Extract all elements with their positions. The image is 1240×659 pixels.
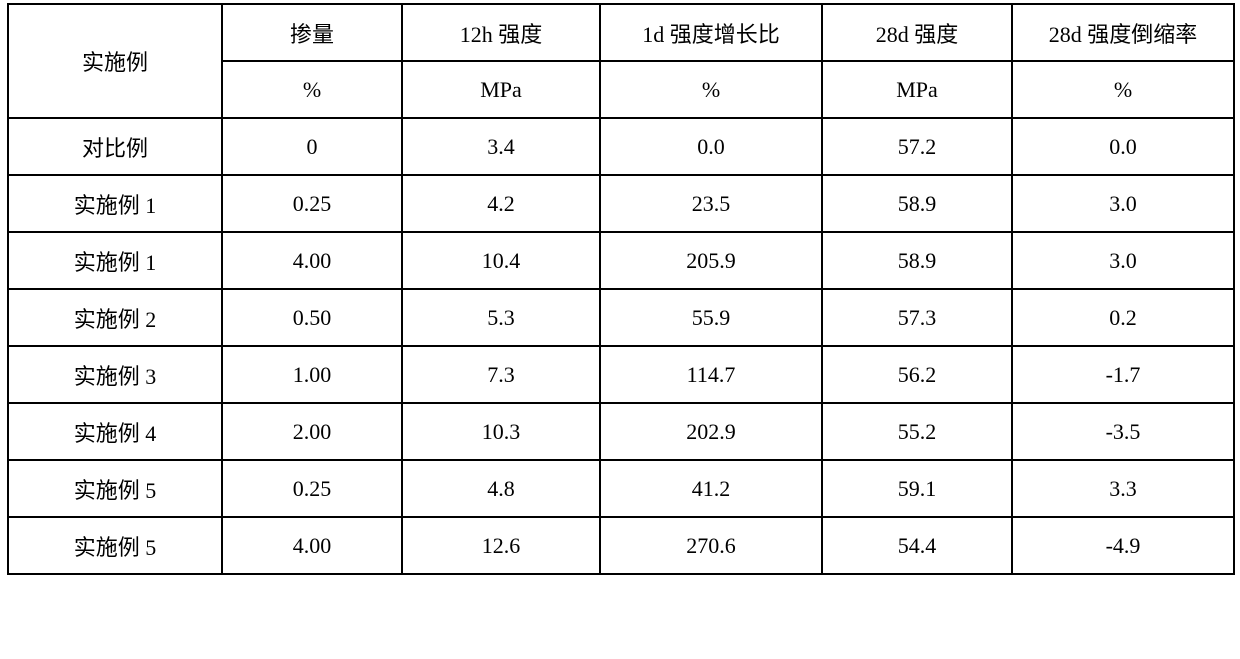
cell-28d-shrink: -3.5	[1012, 403, 1234, 460]
cell-12h: 5.3	[402, 289, 600, 346]
cell-28d-shrink: 3.0	[1012, 175, 1234, 232]
cell-12h: 3.4	[402, 118, 600, 175]
unit-12h: MPa	[402, 61, 600, 118]
cell-label: 实施例 2	[8, 289, 222, 346]
cell-1d: 270.6	[600, 517, 822, 574]
cell-28d-shrink: -4.9	[1012, 517, 1234, 574]
cell-12h: 4.2	[402, 175, 600, 232]
unit-28d: MPa	[822, 61, 1012, 118]
cell-label: 实施例 5	[8, 460, 222, 517]
table-row: 实施例 1 4.00 10.4 205.9 58.9 3.0	[8, 232, 1234, 289]
cell-1d: 205.9	[600, 232, 822, 289]
cell-12h: 4.8	[402, 460, 600, 517]
cell-dosage: 4.00	[222, 517, 402, 574]
unit-dosage: %	[222, 61, 402, 118]
table-row: 实施例 5 4.00 12.6 270.6 54.4 -4.9	[8, 517, 1234, 574]
cell-28d-shrink: -1.7	[1012, 346, 1234, 403]
cell-28d: 58.9	[822, 232, 1012, 289]
header-col-28d-shrink: 28d 强度倒缩率	[1012, 4, 1234, 61]
cell-28d-shrink: 3.0	[1012, 232, 1234, 289]
cell-28d: 59.1	[822, 460, 1012, 517]
cell-dosage: 0.50	[222, 289, 402, 346]
cell-dosage: 0	[222, 118, 402, 175]
cell-28d: 57.3	[822, 289, 1012, 346]
cell-dosage: 1.00	[222, 346, 402, 403]
table-row: 实施例 5 0.25 4.8 41.2 59.1 3.3	[8, 460, 1234, 517]
cell-28d: 58.9	[822, 175, 1012, 232]
cell-28d-shrink: 3.3	[1012, 460, 1234, 517]
cell-12h: 10.3	[402, 403, 600, 460]
cell-label: 实施例 1	[8, 232, 222, 289]
table-row: 对比例 0 3.4 0.0 57.2 0.0	[8, 118, 1234, 175]
header-row-label: 实施例	[8, 4, 222, 118]
cell-28d: 56.2	[822, 346, 1012, 403]
table-row: 实施例 3 1.00 7.3 114.7 56.2 -1.7	[8, 346, 1234, 403]
cell-28d-shrink: 0.2	[1012, 289, 1234, 346]
cell-1d: 0.0	[600, 118, 822, 175]
cell-1d: 55.9	[600, 289, 822, 346]
cell-dosage: 2.00	[222, 403, 402, 460]
unit-1d: %	[600, 61, 822, 118]
header-col-12h: 12h 强度	[402, 4, 600, 61]
cell-12h: 10.4	[402, 232, 600, 289]
unit-28d-shrink: %	[1012, 61, 1234, 118]
cell-12h: 7.3	[402, 346, 600, 403]
cell-label: 实施例 4	[8, 403, 222, 460]
table-row: 实施例 2 0.50 5.3 55.9 57.3 0.2	[8, 289, 1234, 346]
cell-label: 实施例 1	[8, 175, 222, 232]
cell-1d: 202.9	[600, 403, 822, 460]
cell-1d: 41.2	[600, 460, 822, 517]
cell-12h: 12.6	[402, 517, 600, 574]
data-table: 实施例 掺量 12h 强度 1d 强度增长比 28d 强度 28d 强度倒缩率 …	[7, 3, 1235, 575]
cell-dosage: 0.25	[222, 460, 402, 517]
cell-label: 对比例	[8, 118, 222, 175]
table-row: 实施例 1 0.25 4.2 23.5 58.9 3.0	[8, 175, 1234, 232]
cell-28d: 54.4	[822, 517, 1012, 574]
cell-1d: 23.5	[600, 175, 822, 232]
cell-28d: 57.2	[822, 118, 1012, 175]
cell-28d-shrink: 0.0	[1012, 118, 1234, 175]
cell-label: 实施例 5	[8, 517, 222, 574]
cell-label: 实施例 3	[8, 346, 222, 403]
cell-dosage: 4.00	[222, 232, 402, 289]
header-col-28d: 28d 强度	[822, 4, 1012, 61]
table-row: 实施例 4 2.00 10.3 202.9 55.2 -3.5	[8, 403, 1234, 460]
header-col-1d: 1d 强度增长比	[600, 4, 822, 61]
cell-dosage: 0.25	[222, 175, 402, 232]
cell-28d: 55.2	[822, 403, 1012, 460]
header-col-dosage: 掺量	[222, 4, 402, 61]
cell-1d: 114.7	[600, 346, 822, 403]
